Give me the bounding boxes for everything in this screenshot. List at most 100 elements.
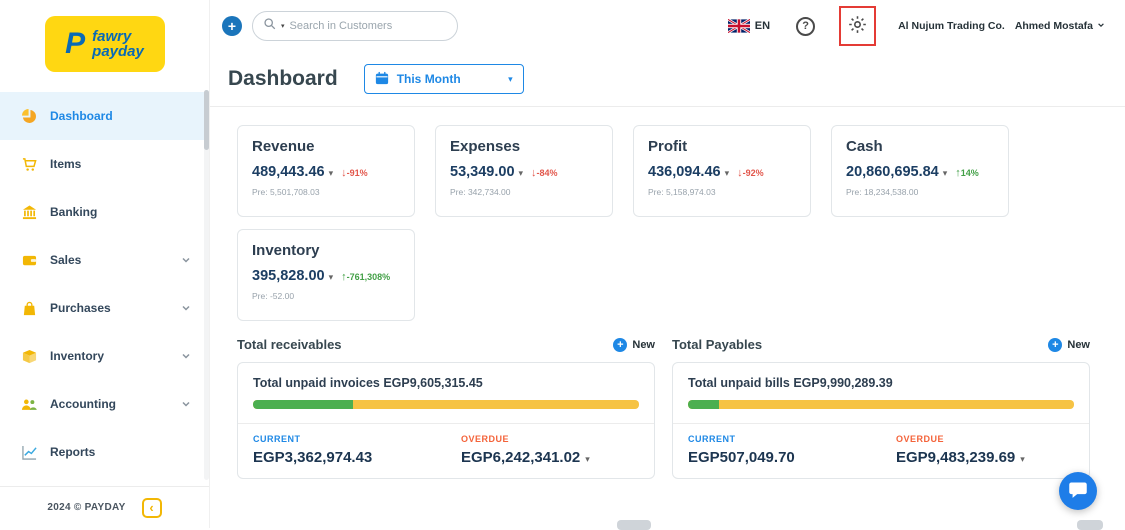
kpi-previous-value: Pre: 342,734.00 [450, 187, 511, 197]
sidebar-item-items[interactable]: Items [0, 140, 209, 188]
arrow-down-icon: ↓ [531, 167, 537, 179]
page-title: Dashboard [228, 67, 338, 90]
sidebar-item-label: Sales [50, 253, 82, 267]
current-value: EGP507,049.70 [688, 449, 795, 466]
kpi-value: 53,349.00 [450, 164, 515, 180]
cutoff-element [1077, 520, 1103, 530]
chevron-down-icon [181, 255, 191, 265]
arrow-up-icon: ↑ [955, 167, 961, 179]
settings-button[interactable] [848, 15, 867, 37]
search-input[interactable] [289, 20, 447, 32]
current-value: EGP3,362,974.43 [253, 449, 373, 466]
overdue-dropdown-icon[interactable]: ▾ [585, 454, 590, 464]
summary-panels: Total receivables + New Total unpaid inv… [210, 337, 1125, 479]
overdue-value: EGP9,483,239.69 [896, 449, 1016, 466]
kpi-value-dropdown-icon[interactable]: ▾ [724, 168, 730, 178]
kpi-delta-value: 14% [960, 168, 979, 178]
sidebar-item-label: Purchases [50, 301, 111, 315]
kpi-card-profit: Profit 436,094.46 ▾ ↓-92% Pre: 5,158,974… [633, 125, 811, 217]
new-bill-button[interactable]: + New [1048, 337, 1090, 352]
fawry-payday-logo[interactable]: P fawry payday [44, 16, 165, 72]
sidebar-scrollbar[interactable] [204, 90, 209, 480]
user-menu[interactable]: Ahmed Mostafa [1015, 20, 1105, 32]
kpi-value-dropdown-icon[interactable]: ▾ [328, 168, 334, 178]
bank-icon [20, 204, 38, 220]
sidebar-item-banking[interactable]: Banking [0, 188, 209, 236]
help-button[interactable]: ? [796, 16, 816, 36]
uk-flag-icon[interactable] [727, 18, 751, 34]
receivables-progress-bar [253, 400, 639, 409]
new-invoice-button[interactable]: + New [613, 337, 655, 352]
kpi-title: Profit [648, 138, 688, 155]
topbar-right-cluster: EN ? Al Nujum Trading Co. Ahmed Mostafa [727, 6, 1105, 46]
logo-line2: payday [92, 43, 144, 60]
overdue-label: OVERDUE [461, 434, 510, 444]
sidebar-item-label: Items [50, 157, 82, 171]
user-name: Ahmed Mostafa [1014, 20, 1093, 32]
chevron-down-icon [1097, 20, 1105, 32]
chevron-left-icon: ‹ [149, 500, 154, 515]
current-label: CURRENT [253, 434, 301, 444]
kpi-delta: ↓-92% [737, 167, 764, 179]
payables-card: Total unpaid bills EGP9,990,289.39 CURRE… [672, 362, 1090, 479]
kpi-title: Inventory [252, 242, 320, 259]
chevron-down-icon [181, 399, 191, 409]
kpi-delta-value: -91% [346, 168, 368, 178]
chat-icon [1068, 480, 1088, 503]
payables-current: CURRENT EGP507,049.70 [673, 424, 881, 478]
quick-add-button[interactable]: + [222, 16, 242, 36]
sidebar-item-purchases[interactable]: Purchases [0, 284, 209, 332]
receivables-overdue: OVERDUE EGP6,242,341.02 ▾ [446, 424, 654, 478]
chat-widget-button[interactable] [1059, 472, 1097, 510]
kpi-value-dropdown-icon[interactable]: ▾ [518, 168, 524, 178]
chevron-down-icon: ▾ [508, 73, 513, 84]
kpi-title: Revenue [252, 138, 315, 155]
kpi-delta-value: -84% [536, 168, 558, 178]
new-button-label: New [1067, 338, 1090, 351]
kpi-value: 20,860,695.84 [846, 164, 939, 180]
logo-line1: fawry [92, 28, 132, 45]
payables-summary: Total unpaid bills EGP9,990,289.39 [688, 376, 893, 390]
company-name[interactable]: Al Nujum Trading Co. [898, 20, 1005, 32]
kpi-previous-value: Pre: 18,234,538.00 [846, 187, 919, 197]
kpi-card-expenses: Expenses 53,349.00 ▾ ↓-84% Pre: 342,734.… [435, 125, 613, 217]
page-header: Dashboard This Month ▾ [210, 52, 1125, 107]
receivables-current: CURRENT EGP3,362,974.43 [238, 424, 446, 478]
cutoff-element [617, 520, 651, 530]
kpi-card-inventory: Inventory 395,828.00 ▾ ↑-761,308% Pre: -… [237, 229, 415, 321]
sidebar-item-inventory[interactable]: Inventory [0, 332, 209, 380]
kpi-value-dropdown-icon[interactable]: ▾ [942, 168, 948, 178]
period-selector[interactable]: This Month ▾ [363, 64, 524, 94]
sidebar-item-accounting[interactable]: Accounting [0, 380, 209, 428]
kpi-previous-value: Pre: 5,501,708.03 [252, 187, 320, 197]
sidebar-footer: 2024 © PAYDAY ‹ [0, 486, 209, 528]
plus-icon: + [613, 337, 628, 352]
kpi-previous-value: Pre: -52.00 [252, 291, 295, 301]
sidebar-item-dashboard[interactable]: Dashboard [0, 92, 209, 140]
logo-p-mark: P [65, 27, 86, 60]
sidebar-collapse-button[interactable]: ‹ [141, 497, 162, 518]
kpi-previous-value: Pre: 5,158,974.03 [648, 187, 716, 197]
sidebar-item-label: Inventory [50, 349, 105, 363]
kpi-value: 436,094.46 [648, 164, 721, 180]
search-icon [263, 17, 276, 35]
gear-icon [848, 15, 867, 37]
scrollbar-thumb[interactable] [204, 90, 209, 150]
receivables-card: Total unpaid invoices EGP9,605,315.45 CU… [237, 362, 655, 479]
language-label[interactable]: EN [754, 20, 771, 32]
plus-icon: + [227, 18, 237, 34]
overdue-value: EGP6,242,341.02 [461, 449, 581, 466]
sidebar-item-sales[interactable]: Sales [0, 236, 209, 284]
arrow-down-icon: ↓ [737, 167, 743, 179]
sidebar-item-reports[interactable]: Reports [0, 428, 209, 476]
search-scope-dropdown-icon[interactable]: ▾ [281, 23, 285, 30]
overdue-dropdown-icon[interactable]: ▾ [1020, 454, 1025, 464]
main-content: + ▾ EN ? [210, 0, 1125, 528]
sidebar-item-label: Reports [50, 445, 96, 459]
kpi-value-dropdown-icon[interactable]: ▾ [328, 272, 334, 282]
receivables-summary: Total unpaid invoices EGP9,605,315.45 [253, 376, 483, 390]
global-search[interactable]: ▾ [252, 11, 458, 41]
payables-progress-bar [688, 400, 1074, 409]
kpi-delta: ↓-91% [341, 167, 368, 179]
dashboard-icon [20, 108, 38, 124]
